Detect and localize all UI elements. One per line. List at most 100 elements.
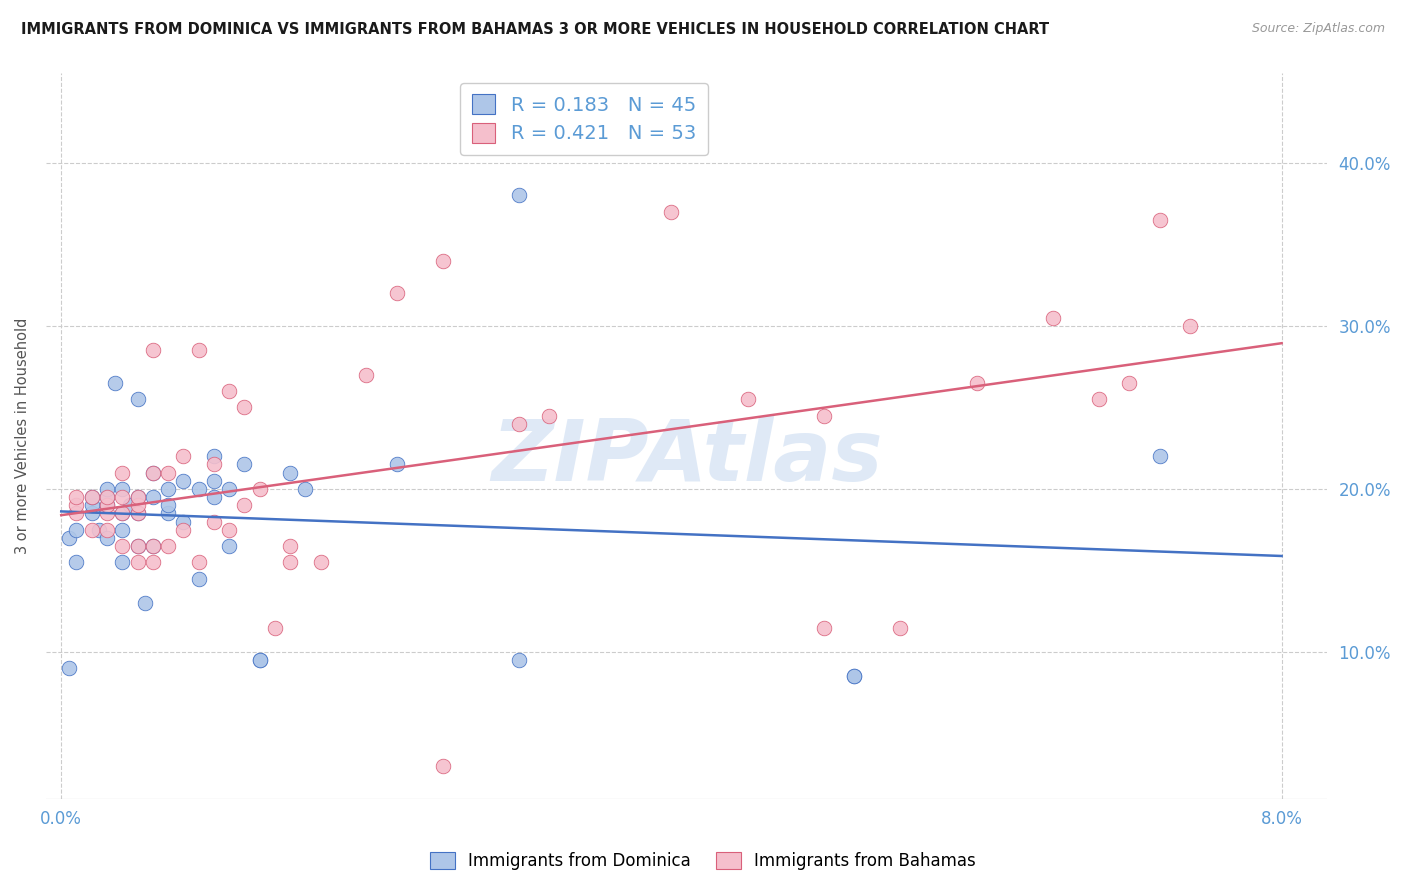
Point: [278, 555, 301, 569]
Point: [80, 490, 103, 504]
Point: [156, 482, 179, 496]
Point: [96, 490, 118, 504]
Point: [309, 555, 332, 569]
Point: [96, 490, 118, 504]
Point: [432, 253, 454, 268]
Point: [1118, 376, 1140, 390]
Point: [111, 555, 134, 569]
Point: [80, 507, 103, 521]
Point: [432, 759, 454, 773]
Point: [80, 498, 103, 512]
Point: [142, 466, 165, 480]
Point: [813, 409, 835, 423]
Point: [233, 458, 256, 472]
Point: [96, 507, 118, 521]
Point: [172, 515, 194, 529]
Point: [278, 539, 301, 553]
Y-axis label: 3 or more Vehicles in Household: 3 or more Vehicles in Household: [15, 318, 30, 554]
Point: [508, 188, 530, 202]
Point: [263, 621, 285, 635]
Point: [156, 539, 179, 553]
Point: [65, 498, 87, 512]
Point: [96, 482, 118, 496]
Point: [508, 417, 530, 431]
Point: [1087, 392, 1109, 407]
Point: [356, 368, 378, 382]
Point: [104, 376, 127, 390]
Point: [65, 555, 87, 569]
Legend: R = 0.183   N = 45, R = 0.421   N = 53: R = 0.183 N = 45, R = 0.421 N = 53: [460, 83, 707, 155]
Point: [127, 539, 149, 553]
Point: [127, 392, 149, 407]
Point: [96, 498, 118, 512]
Point: [111, 507, 134, 521]
Point: [142, 539, 165, 553]
Point: [58, 531, 80, 545]
Point: [202, 474, 225, 488]
Point: [127, 490, 149, 504]
Point: [172, 450, 194, 464]
Point: [58, 661, 80, 675]
Point: [249, 482, 271, 496]
Point: [172, 523, 194, 537]
Point: [156, 498, 179, 512]
Point: [172, 474, 194, 488]
Point: [65, 490, 87, 504]
Point: [111, 539, 134, 553]
Point: [966, 376, 988, 390]
Point: [1178, 318, 1201, 333]
Point: [249, 653, 271, 667]
Point: [218, 482, 240, 496]
Point: [187, 343, 209, 358]
Point: [1149, 212, 1171, 227]
Point: [142, 490, 165, 504]
Point: [111, 523, 134, 537]
Point: [89, 523, 111, 537]
Point: [385, 286, 408, 301]
Point: [813, 621, 835, 635]
Point: [127, 490, 149, 504]
Point: [187, 555, 209, 569]
Point: [218, 523, 240, 537]
Point: [385, 458, 408, 472]
Point: [142, 555, 165, 569]
Point: [202, 490, 225, 504]
Point: [233, 498, 256, 512]
Point: [80, 490, 103, 504]
Point: [202, 515, 225, 529]
Point: [278, 466, 301, 480]
Point: [218, 384, 240, 398]
Point: [142, 343, 165, 358]
Point: [844, 669, 866, 683]
Point: [889, 621, 911, 635]
Point: [111, 466, 134, 480]
Point: [202, 458, 225, 472]
Point: [661, 204, 683, 219]
Point: [111, 490, 134, 504]
Text: IMMIGRANTS FROM DOMINICA VS IMMIGRANTS FROM BAHAMAS 3 OR MORE VEHICLES IN HOUSEH: IMMIGRANTS FROM DOMINICA VS IMMIGRANTS F…: [21, 22, 1049, 37]
Point: [156, 507, 179, 521]
Point: [538, 409, 561, 423]
Point: [142, 539, 165, 553]
Point: [111, 482, 134, 496]
Point: [156, 466, 179, 480]
Point: [844, 669, 866, 683]
Point: [218, 539, 240, 553]
Point: [127, 507, 149, 521]
Point: [80, 523, 103, 537]
Point: [187, 572, 209, 586]
Point: [187, 482, 209, 496]
Text: Source: ZipAtlas.com: Source: ZipAtlas.com: [1251, 22, 1385, 36]
Point: [65, 523, 87, 537]
Point: [134, 596, 156, 610]
Point: [96, 523, 118, 537]
Point: [65, 507, 87, 521]
Point: [127, 539, 149, 553]
Point: [96, 498, 118, 512]
Point: [294, 482, 316, 496]
Point: [249, 653, 271, 667]
Point: [127, 555, 149, 569]
Point: [202, 450, 225, 464]
Point: [127, 498, 149, 512]
Text: ZIPAtlas: ZIPAtlas: [491, 417, 883, 500]
